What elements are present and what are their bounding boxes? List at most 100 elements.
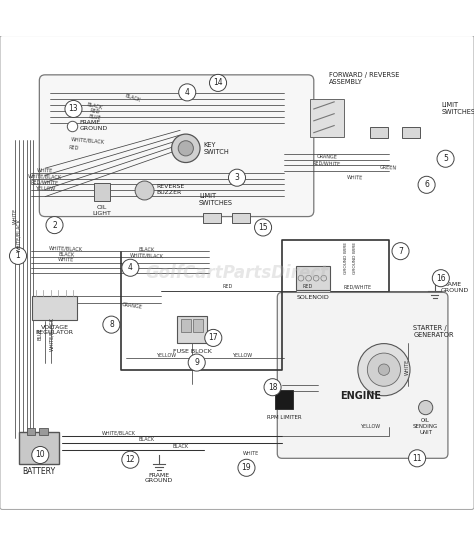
Text: WHITE/BLACK: WHITE/BLACK bbox=[71, 137, 105, 145]
Bar bbox=[18, 432, 59, 464]
Circle shape bbox=[367, 353, 401, 386]
Text: 13: 13 bbox=[69, 105, 78, 113]
Text: KEY
SWITCH: KEY SWITCH bbox=[204, 142, 229, 155]
Text: WHITE: WHITE bbox=[347, 175, 364, 180]
Circle shape bbox=[103, 316, 120, 333]
Text: FORWARD / REVERSE
ASSEMBLY: FORWARD / REVERSE ASSEMBLY bbox=[329, 71, 400, 84]
Text: WHITE/BLACK: WHITE/BLACK bbox=[49, 246, 83, 252]
Text: WHITE/BLACK: WHITE/BLACK bbox=[101, 430, 136, 435]
Bar bbox=[39, 428, 48, 434]
FancyBboxPatch shape bbox=[277, 293, 448, 458]
Text: OIL
SENDING
UNIT: OIL SENDING UNIT bbox=[413, 418, 438, 434]
Circle shape bbox=[32, 446, 49, 463]
Bar bbox=[177, 316, 207, 343]
Text: 9: 9 bbox=[194, 358, 199, 367]
Circle shape bbox=[210, 74, 227, 92]
Text: VOLTAGE
REGULATOR: VOLTAGE REGULATOR bbox=[36, 325, 73, 335]
Text: SOLENOID: SOLENOID bbox=[296, 295, 329, 300]
Text: GolfCartPartsDirect: GolfCartPartsDirect bbox=[146, 264, 328, 282]
FancyBboxPatch shape bbox=[0, 35, 474, 510]
Text: 17: 17 bbox=[209, 334, 218, 342]
Text: BATTERY: BATTERY bbox=[22, 467, 55, 476]
Circle shape bbox=[205, 329, 222, 347]
Text: BLACK: BLACK bbox=[58, 252, 74, 257]
Text: ORANGE: ORANGE bbox=[317, 154, 337, 159]
Text: RED/WHITE: RED/WHITE bbox=[31, 179, 59, 185]
Circle shape bbox=[418, 176, 435, 193]
Circle shape bbox=[409, 450, 426, 467]
Text: RED/WHITE: RED/WHITE bbox=[313, 160, 341, 166]
Text: YELLOW: YELLOW bbox=[232, 353, 252, 358]
Text: 4: 4 bbox=[185, 88, 190, 97]
Text: 11: 11 bbox=[412, 454, 422, 463]
Text: STARTER /
GENERATOR: STARTER / GENERATOR bbox=[413, 325, 454, 338]
Text: ORANGE: ORANGE bbox=[122, 302, 144, 310]
Bar bbox=[370, 128, 388, 138]
Text: BLACK: BLACK bbox=[139, 247, 155, 252]
Text: 8: 8 bbox=[109, 320, 114, 329]
Text: GREEN: GREEN bbox=[380, 166, 397, 171]
Text: ENGINE: ENGINE bbox=[340, 391, 381, 401]
Text: WHITE: WHITE bbox=[243, 451, 259, 456]
Text: WHITE: WHITE bbox=[58, 257, 74, 263]
Text: RED: RED bbox=[302, 284, 312, 289]
Text: 19: 19 bbox=[242, 463, 251, 473]
Text: BLACK: BLACK bbox=[172, 444, 188, 450]
Circle shape bbox=[419, 401, 433, 415]
Circle shape bbox=[122, 259, 139, 276]
Circle shape bbox=[392, 243, 409, 260]
Text: 3: 3 bbox=[235, 173, 239, 182]
Text: 16: 16 bbox=[436, 274, 446, 283]
Bar bbox=[232, 213, 250, 223]
Text: WHITE: WHITE bbox=[37, 168, 53, 173]
Circle shape bbox=[172, 134, 200, 162]
Text: WHITE/BLACK: WHITE/BLACK bbox=[28, 173, 62, 179]
Text: BLACK: BLACK bbox=[124, 94, 141, 104]
Text: LIMIT
SWITCHES: LIMIT SWITCHES bbox=[199, 193, 233, 205]
Text: 15: 15 bbox=[258, 223, 268, 232]
Text: BLUE: BLUE bbox=[88, 114, 101, 120]
FancyBboxPatch shape bbox=[39, 75, 314, 216]
Text: 12: 12 bbox=[126, 455, 135, 464]
Circle shape bbox=[255, 219, 272, 236]
Circle shape bbox=[437, 150, 454, 167]
Text: BLACK: BLACK bbox=[86, 102, 103, 111]
Bar bbox=[402, 128, 420, 138]
Text: YELLOW: YELLOW bbox=[360, 424, 380, 429]
Text: LIMIT
SWITCHES: LIMIT SWITCHES bbox=[442, 102, 474, 116]
Circle shape bbox=[178, 141, 193, 156]
Bar bbox=[296, 267, 330, 290]
Circle shape bbox=[264, 379, 281, 396]
Text: FUSE BLOCK: FUSE BLOCK bbox=[173, 349, 211, 354]
Text: 4: 4 bbox=[128, 263, 133, 272]
Circle shape bbox=[238, 459, 255, 476]
Circle shape bbox=[378, 364, 390, 376]
Text: WHITE: WHITE bbox=[13, 208, 18, 224]
Circle shape bbox=[188, 354, 205, 371]
Circle shape bbox=[9, 247, 27, 264]
Text: 6: 6 bbox=[424, 180, 429, 189]
Circle shape bbox=[46, 216, 63, 234]
Circle shape bbox=[228, 169, 246, 186]
Text: 18: 18 bbox=[268, 383, 277, 392]
Circle shape bbox=[432, 270, 449, 287]
Bar bbox=[275, 390, 293, 409]
Text: 10: 10 bbox=[36, 451, 45, 459]
Text: BLUE: BLUE bbox=[38, 328, 43, 341]
Text: YELLOW: YELLOW bbox=[35, 186, 55, 191]
Text: RED/WHITE: RED/WHITE bbox=[344, 284, 372, 289]
Bar bbox=[193, 319, 203, 332]
Text: YELLOW: YELLOW bbox=[156, 353, 176, 358]
Text: FRAME
GROUND: FRAME GROUND bbox=[79, 120, 108, 131]
Text: 5: 5 bbox=[443, 154, 448, 164]
Circle shape bbox=[135, 181, 154, 200]
Text: FRAME
GROUND: FRAME GROUND bbox=[145, 473, 173, 483]
Bar bbox=[203, 213, 221, 223]
Text: REVERSE
BUZZER: REVERSE BUZZER bbox=[156, 184, 184, 195]
Circle shape bbox=[67, 122, 78, 132]
Circle shape bbox=[65, 100, 82, 118]
Text: RED: RED bbox=[68, 146, 79, 152]
Text: WHITE/BLACK: WHITE/BLACK bbox=[50, 317, 55, 351]
Text: 14: 14 bbox=[213, 78, 223, 87]
Text: WHITE/BLACK: WHITE/BLACK bbox=[130, 252, 164, 258]
